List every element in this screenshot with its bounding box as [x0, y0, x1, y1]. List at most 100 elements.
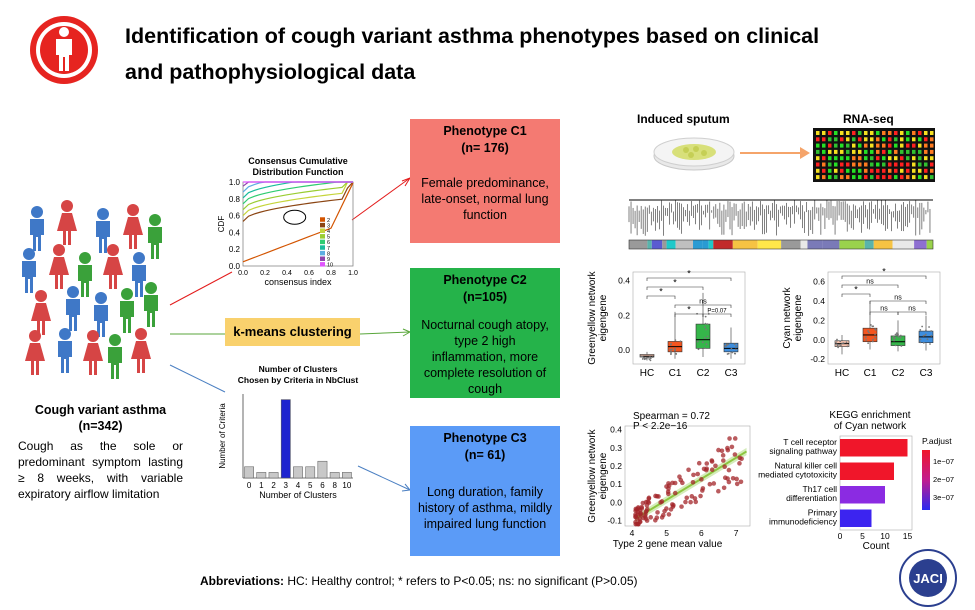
scatter-point — [670, 502, 675, 507]
cdf-legend-swatch — [320, 239, 325, 245]
cva-description: Cough as the sole or predominant symptom… — [18, 439, 183, 501]
nbclust-xtick: 4 — [296, 481, 301, 490]
kegg-legend-tick: 1e−07 — [933, 457, 954, 466]
boxplot-point — [679, 340, 682, 343]
cdf-curve — [242, 181, 353, 211]
cva-title-line-1: Cough variant asthma — [34, 403, 167, 417]
cdf-legend-label: 6 — [327, 240, 330, 246]
boxplot-xtick: C2 — [697, 368, 710, 379]
boxplot-point — [874, 328, 877, 330]
microarray-spot — [912, 175, 916, 180]
microarray-spot — [816, 168, 820, 173]
microarray-spot — [888, 156, 892, 161]
nbclust-xtick: 6 — [320, 481, 325, 490]
cdf-legend-swatch — [320, 262, 325, 267]
microarray-spot — [924, 149, 928, 154]
kegg-category-label: Natural killer cell — [775, 460, 837, 470]
cdf-xtick: 0.0 — [238, 270, 248, 277]
microarray-spot — [816, 149, 820, 154]
microarray-spot — [864, 168, 868, 173]
person-icon — [57, 200, 77, 245]
microarray-spot — [930, 156, 934, 161]
microarray-spot — [834, 168, 838, 173]
microarray-spot — [906, 149, 910, 154]
microarray-spot — [918, 156, 922, 161]
title-line-1: Identification of cough variant asthma p… — [125, 24, 820, 48]
boxplot-point — [892, 335, 895, 338]
kegg-bar — [840, 509, 872, 527]
boxplot-point — [922, 334, 925, 337]
person-icon — [30, 206, 44, 251]
boxplot-point — [871, 325, 874, 328]
microarray-spot — [828, 168, 832, 173]
boxplot-point — [697, 348, 700, 351]
nbclust-title-line-1: Number of Clusters — [258, 364, 338, 374]
module-color-band — [781, 240, 801, 249]
cdf-legend-swatch — [320, 250, 325, 256]
boxplot-point — [733, 343, 736, 345]
scatter-ytick: -0.1 — [607, 516, 622, 526]
boxplot-point — [640, 355, 642, 358]
microarray-spot — [822, 137, 826, 142]
scatter-point — [713, 463, 718, 469]
person-icon — [83, 330, 103, 375]
microarray-spot — [912, 137, 916, 142]
scatter-point — [686, 467, 691, 473]
kegg-legend-tick: 2e−07 — [933, 475, 954, 484]
phenotype-c1-header: Phenotype C1 — [443, 124, 527, 138]
microarray-spot — [858, 156, 862, 161]
cdf-plot: 1.0 0.8 0.6 0.4 0.2 0.00.0 0.2 0.4 0.6 0.8 1.0 CDF c… — [217, 178, 358, 287]
boxplot-point — [675, 353, 678, 355]
microarray-spot — [864, 162, 868, 167]
microarray-spot — [882, 156, 886, 161]
scatter-ytick: 0.4 — [610, 425, 622, 435]
microarray-spot — [834, 143, 838, 148]
scatter-point — [633, 508, 638, 514]
microarray-spot — [900, 162, 904, 167]
microarray-spot — [900, 175, 904, 180]
boxplot-point — [846, 345, 849, 348]
person-icon — [148, 214, 162, 259]
scatter-point — [684, 495, 690, 501]
boxplot-point — [867, 330, 869, 332]
boxplot-ylabel-2: eigengene — [793, 294, 804, 341]
microarray-spot — [840, 149, 844, 154]
microarray-spot — [882, 137, 886, 142]
microarray-spot — [828, 175, 832, 180]
microarray-spot — [864, 143, 868, 148]
scatter-xtick: 6 — [699, 528, 704, 538]
scatter-point — [659, 515, 665, 520]
scatter-point — [655, 510, 660, 515]
cdf-legend-swatch — [320, 222, 325, 228]
nbclust-xtick: 10 — [342, 481, 351, 490]
boxplot-point — [867, 342, 870, 345]
cdf-ytick: 0.8 — [229, 195, 241, 204]
scatter-point — [679, 504, 684, 509]
boxplot-point — [727, 343, 730, 346]
cdf-ylabel: CDF — [217, 216, 226, 233]
scatter-ytick: 0.1 — [610, 479, 622, 489]
boxplot-point — [894, 333, 897, 336]
person-icon — [132, 252, 146, 297]
boxplot-point — [896, 333, 898, 336]
cdf-highlight-ellipse — [283, 209, 307, 225]
scatter-point — [683, 499, 688, 505]
boxplot-point — [921, 325, 924, 328]
cdf-curve — [242, 181, 354, 217]
p-value-stat: P < 2.2e−16 — [633, 421, 688, 432]
kegg-category-label: signaling pathway — [769, 446, 837, 456]
boxplot-point — [897, 335, 900, 338]
microarray-spot — [888, 175, 892, 180]
microarray-spot — [906, 143, 910, 148]
scatter-point — [734, 481, 740, 487]
boxplot-point — [926, 338, 929, 341]
significance-label: P=0.07 — [707, 309, 727, 315]
microarray-spot — [906, 131, 910, 135]
microarray-spot — [840, 143, 844, 148]
jaci-logo: JACI — [899, 549, 957, 607]
scatter-point — [716, 488, 721, 494]
boxplot-point — [899, 334, 902, 337]
page-title: Identification of cough variant asthma p… — [125, 18, 945, 90]
boxplot-xtick: C3 — [920, 368, 933, 379]
microarray-spot — [924, 137, 928, 142]
